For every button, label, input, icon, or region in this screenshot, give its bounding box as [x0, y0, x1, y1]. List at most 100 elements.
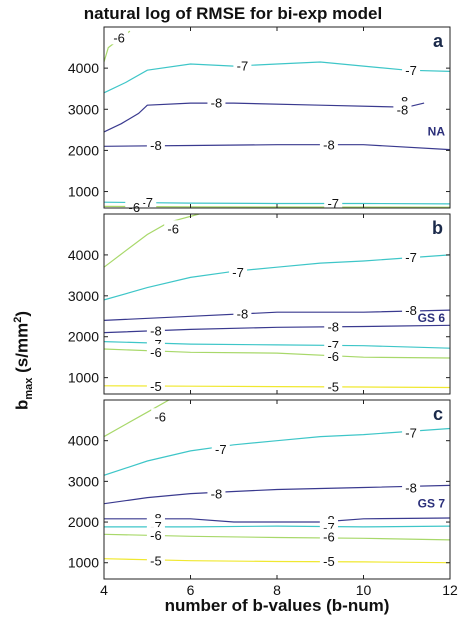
- contour-label-c-4-0: -7: [150, 519, 162, 534]
- y-tick-label-a: 2000: [68, 142, 99, 158]
- contour-label-b-4-1: -7: [327, 338, 339, 353]
- contour-label-c-1-0: -7: [215, 442, 227, 457]
- x-axis-label: number of b-values (b-num): [164, 596, 390, 615]
- contour-label-bg: [402, 424, 421, 440]
- contour-label-bg: [229, 264, 248, 280]
- contour-label-bg: [402, 248, 421, 264]
- contour-line-a-4: [104, 201, 450, 205]
- contour-label-bg: [110, 29, 129, 45]
- contour-label-c-2-0: -8: [211, 487, 223, 502]
- y-tick-label-c: 1000: [68, 555, 99, 571]
- contour-label-bg: [402, 302, 421, 318]
- y-tick-label-c: 3000: [68, 473, 99, 489]
- contour-label-b-5-1: -6: [327, 349, 339, 364]
- contour-label-bg: [146, 527, 165, 543]
- panel-letter-b: b: [432, 218, 443, 238]
- contour-label-bg: [151, 408, 170, 424]
- contour-label-bg: [233, 305, 252, 321]
- contour-label-bg: [319, 136, 338, 152]
- x-tick-label: 4: [100, 582, 108, 598]
- contour-label-c-5-0: -6: [150, 528, 162, 543]
- contour-label-b-0-0: -6: [167, 221, 179, 236]
- contour-label-bg: [402, 479, 421, 495]
- panel-tag-a: NA: [428, 125, 446, 139]
- contour-label-a-2-2: -8: [397, 102, 409, 117]
- contour-label-bg: [211, 440, 230, 456]
- contour-label-c-1-1: -7: [405, 426, 417, 441]
- contour-label-a-3-1: -8: [323, 138, 335, 153]
- y-tick-label-a: 3000: [68, 101, 99, 117]
- contour-label-bg: [164, 220, 183, 236]
- contour-label-bg: [146, 552, 165, 568]
- contour-label-bg: [207, 94, 226, 110]
- contour-line-c-0: [104, 400, 170, 438]
- contour-label-bg: [146, 322, 165, 338]
- contour-label-bg: [233, 57, 252, 73]
- contour-label-b-1-1: -7: [405, 250, 417, 265]
- contour-label-bg: [319, 528, 338, 544]
- contour-label-bg: [146, 377, 165, 393]
- contour-label-bg: [207, 485, 226, 501]
- contour-label-b-2-1: -8: [405, 303, 417, 318]
- y-tick-label-a: 1000: [68, 184, 99, 200]
- panel-letter-c: c: [433, 404, 443, 424]
- panel-a: -6-7-7-8-8-8-8-8-7-7-61000200030004000aN…: [68, 26, 451, 215]
- contour-label-bg: [324, 318, 343, 334]
- contour-label-a-4-0: -7: [141, 195, 153, 210]
- contour-label-a-1-0: -7: [237, 58, 249, 73]
- y-tick-label-b: 4000: [68, 247, 99, 263]
- y-tick-label-b: 2000: [68, 329, 99, 345]
- contour-line-c-1: [104, 427, 450, 476]
- chart-title: natural log of RMSE for bi-exp model: [83, 4, 383, 23]
- contour-line-a-2: [104, 102, 425, 133]
- y-tick-label-c: 2000: [68, 514, 99, 530]
- panel-tag-b: GS 6: [418, 311, 446, 325]
- contour-label-bg: [125, 199, 144, 215]
- contour-label-bg: [324, 347, 343, 363]
- x-tick-label: 10: [356, 582, 372, 598]
- panel-c: -6-7-7-8-8-8-8-7-7-6-6-5-510002000300040…: [68, 399, 451, 580]
- contour-label-bg: [324, 195, 343, 211]
- contour-line-c-2: [104, 484, 450, 505]
- x-tick-label: 8: [273, 582, 281, 598]
- contour-label-bg: [402, 62, 421, 78]
- contour-line-b-2: [104, 309, 450, 321]
- contour-label-bg: [393, 101, 412, 117]
- contour-line-b-0: [104, 214, 200, 268]
- panel-frame-b: [103, 213, 451, 395]
- contour-label-a-3-0: -8: [150, 138, 162, 153]
- y-tick-label-b: 1000: [68, 370, 99, 386]
- y-tick-label-a: 4000: [68, 60, 99, 76]
- contour-label-c-2-1: -8: [405, 480, 417, 495]
- contour-label-a-2-0: -8: [211, 95, 223, 110]
- contour-label-b-1-0: -7: [232, 265, 244, 280]
- contour-label-c-4-1: -7: [323, 520, 335, 535]
- contour-label-c-6-0: -5: [150, 553, 162, 568]
- panel-letter-a: a: [433, 31, 444, 51]
- x-tick-label: 6: [187, 582, 195, 598]
- panel-b: -6-7-7-8-8-8-8-7-7-6-6-5-510002000300040…: [68, 213, 451, 395]
- y-tick-label-b: 3000: [68, 288, 99, 304]
- contour-line-b-1: [104, 254, 450, 301]
- contour-label-a-0-0: -6: [113, 30, 125, 45]
- contour-label-b-5-0: -6: [150, 345, 162, 360]
- contour-label-b-3-0: -8: [150, 324, 162, 339]
- contour-line-c-3: [104, 517, 450, 523]
- contour-label-c-5-1: -6: [323, 530, 335, 545]
- contour-label-bg: [146, 137, 165, 153]
- panel-frame-a: [103, 26, 451, 209]
- contour-label-a-1-1: -7: [405, 63, 417, 78]
- contour-line-a-1: [104, 61, 450, 94]
- contour-label-bg: [146, 343, 165, 359]
- contour-label-b-2-0: -8: [237, 306, 249, 321]
- contour-label-bg: [324, 378, 343, 394]
- contour-label-c-0-0: -6: [154, 409, 166, 424]
- panel-tag-c: GS 7: [418, 497, 446, 511]
- x-tick-label: 12: [442, 582, 458, 598]
- contour-label-bg: [319, 553, 338, 569]
- y-tick-label-c: 4000: [68, 433, 99, 449]
- contour-label-b-6-1: -5: [327, 380, 339, 395]
- contour-label-b-6-0: -5: [150, 379, 162, 394]
- contour-label-b-3-1: -8: [327, 320, 339, 335]
